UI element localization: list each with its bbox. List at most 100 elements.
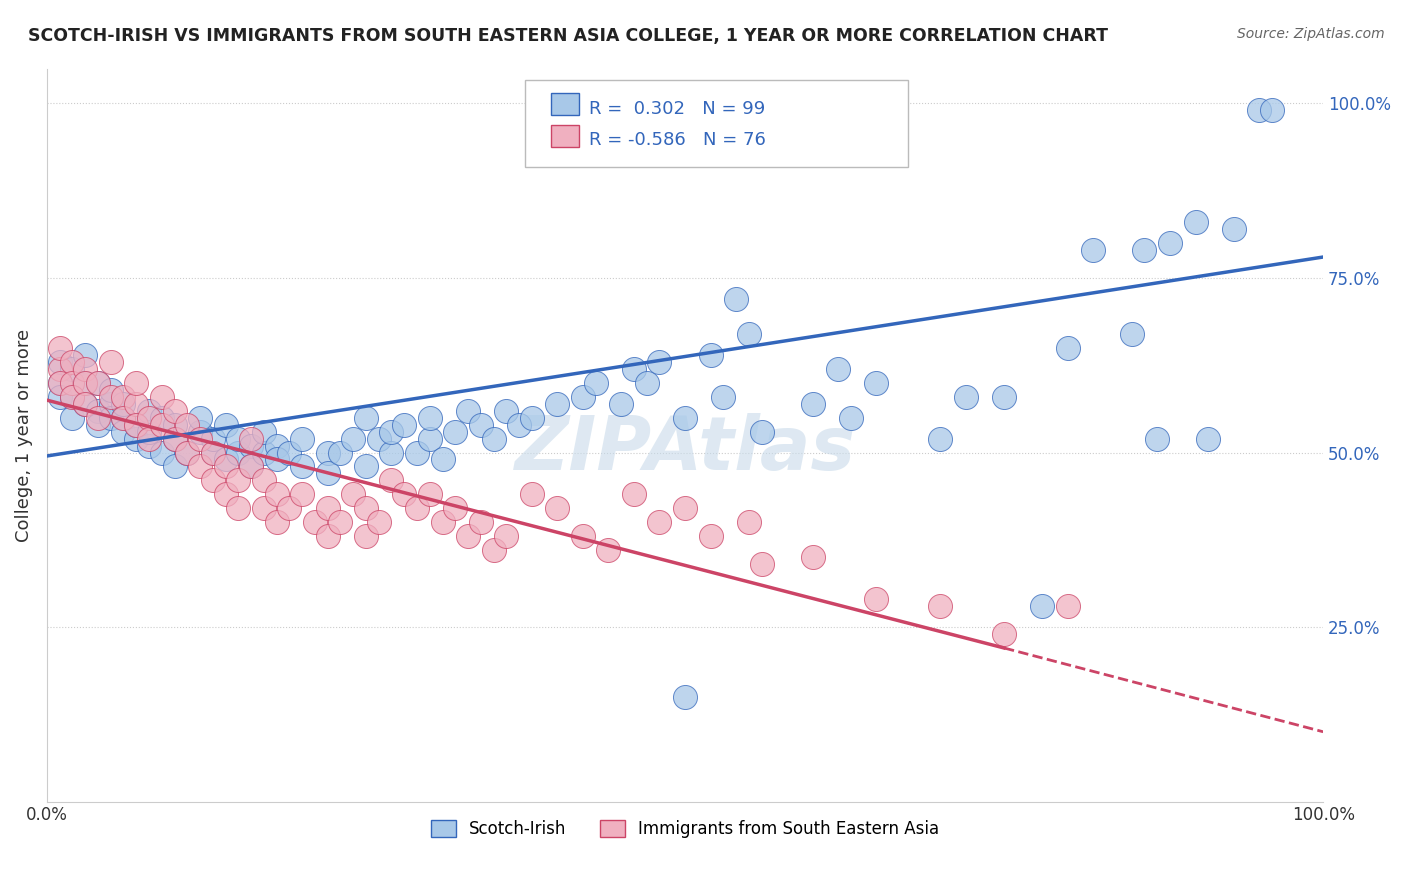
Point <box>188 432 211 446</box>
Point <box>419 432 441 446</box>
Point <box>253 445 276 459</box>
Point <box>87 417 110 432</box>
Point <box>1031 599 1053 613</box>
Point <box>176 445 198 459</box>
Point <box>1146 432 1168 446</box>
Point <box>291 459 314 474</box>
Point <box>354 529 377 543</box>
Point <box>648 355 671 369</box>
FancyBboxPatch shape <box>551 93 579 115</box>
Point <box>125 417 148 432</box>
Point <box>673 690 696 704</box>
Point <box>432 452 454 467</box>
Point <box>1083 243 1105 257</box>
Y-axis label: College, 1 year or more: College, 1 year or more <box>15 328 32 541</box>
Point <box>699 529 721 543</box>
Point <box>1184 215 1206 229</box>
Point <box>470 417 492 432</box>
Point <box>201 474 224 488</box>
Point <box>585 376 607 390</box>
Point <box>1159 235 1181 250</box>
Point <box>367 432 389 446</box>
Point <box>150 410 173 425</box>
Point <box>62 376 84 390</box>
Point <box>457 529 479 543</box>
Point <box>839 410 862 425</box>
Point <box>266 438 288 452</box>
Point <box>342 432 364 446</box>
Point <box>100 410 122 425</box>
Point <box>150 417 173 432</box>
Point <box>75 348 97 362</box>
Point <box>955 390 977 404</box>
Point <box>865 376 887 390</box>
Point <box>304 516 326 530</box>
Point <box>623 361 645 376</box>
Point <box>406 445 429 459</box>
Point <box>457 403 479 417</box>
Point <box>610 397 633 411</box>
Point <box>316 529 339 543</box>
Point <box>62 361 84 376</box>
Point <box>100 355 122 369</box>
Point <box>138 438 160 452</box>
Point <box>725 292 748 306</box>
Point <box>673 501 696 516</box>
Point <box>1261 103 1284 118</box>
Point <box>75 376 97 390</box>
Point <box>150 390 173 404</box>
Point <box>125 432 148 446</box>
Point <box>432 516 454 530</box>
Point <box>738 326 761 341</box>
Point <box>62 355 84 369</box>
Point <box>699 348 721 362</box>
Point <box>163 432 186 446</box>
Point <box>125 376 148 390</box>
Point <box>354 410 377 425</box>
Point <box>751 425 773 439</box>
Point <box>62 410 84 425</box>
Point <box>598 543 620 558</box>
Point <box>48 376 70 390</box>
Point <box>75 397 97 411</box>
Point <box>125 417 148 432</box>
Point <box>1249 103 1271 118</box>
Point <box>138 403 160 417</box>
Point <box>253 474 276 488</box>
Point <box>470 516 492 530</box>
Point <box>201 432 224 446</box>
Point <box>87 376 110 390</box>
Point <box>482 432 505 446</box>
Text: R =  0.302   N = 99: R = 0.302 N = 99 <box>589 100 765 118</box>
Point <box>48 341 70 355</box>
FancyBboxPatch shape <box>526 79 908 168</box>
Point <box>214 459 236 474</box>
Point <box>87 403 110 417</box>
Point <box>138 432 160 446</box>
Point <box>354 501 377 516</box>
Point <box>495 529 517 543</box>
Point <box>801 397 824 411</box>
Point <box>1121 326 1143 341</box>
Point <box>929 599 952 613</box>
Legend: Scotch-Irish, Immigrants from South Eastern Asia: Scotch-Irish, Immigrants from South East… <box>425 813 946 845</box>
Point <box>1197 432 1219 446</box>
Point <box>1223 222 1246 236</box>
Point <box>112 397 135 411</box>
Point <box>367 516 389 530</box>
Point <box>1057 599 1080 613</box>
Point <box>572 390 595 404</box>
Point <box>188 459 211 474</box>
Point <box>546 501 568 516</box>
Point <box>291 432 314 446</box>
Point <box>188 410 211 425</box>
Point <box>444 425 467 439</box>
Point <box>112 410 135 425</box>
Point <box>380 425 402 439</box>
Point <box>112 425 135 439</box>
Point <box>394 417 416 432</box>
Point <box>266 487 288 501</box>
Point <box>201 445 224 459</box>
Point <box>278 501 301 516</box>
Point <box>214 452 236 467</box>
